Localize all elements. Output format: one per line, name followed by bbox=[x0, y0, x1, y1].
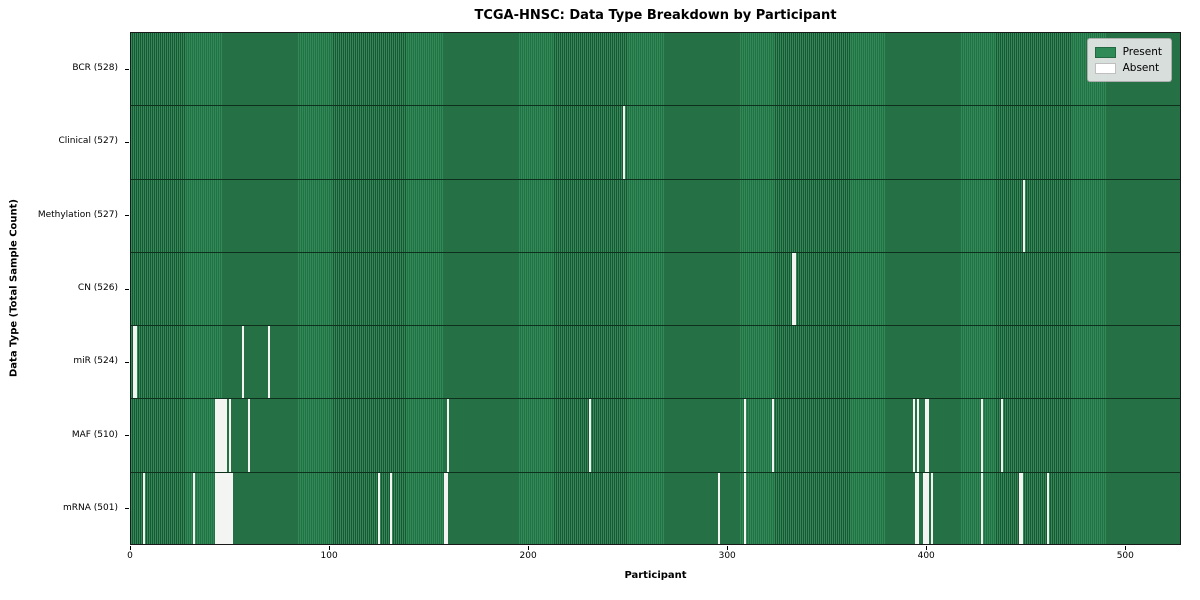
absent-stripe bbox=[622, 106, 625, 179]
legend-label-absent: Absent bbox=[1122, 62, 1160, 74]
x-tick-label-500: 500 bbox=[1116, 551, 1134, 561]
legend-label-present: Present bbox=[1122, 46, 1162, 58]
absent-stripe bbox=[132, 326, 135, 399]
absent-stripe bbox=[377, 472, 380, 544]
y-tick-label-bcr: BCR (528) bbox=[72, 63, 118, 74]
heatmap-row-mrna bbox=[131, 472, 1180, 544]
heatmap-row-maf bbox=[131, 399, 1180, 473]
absent-stripe bbox=[980, 472, 983, 544]
y-tick-label-cn: CN (526) bbox=[77, 283, 118, 293]
absent-stripe bbox=[1000, 399, 1003, 472]
legend-entry-present: Present bbox=[1094, 44, 1162, 60]
absent-stripe bbox=[927, 399, 930, 472]
absent-stripe bbox=[917, 399, 920, 472]
absent-stripe bbox=[268, 326, 271, 399]
absent-stripe bbox=[793, 252, 796, 326]
present-swatch bbox=[1094, 46, 1116, 58]
heatmap-row-mir bbox=[131, 326, 1180, 400]
absent-stripe bbox=[248, 399, 251, 472]
absent-stripe bbox=[980, 399, 983, 472]
heatmap-row-clinical bbox=[131, 106, 1180, 180]
absent-stripe bbox=[927, 472, 930, 544]
heatmap-row-cn bbox=[131, 252, 1180, 327]
legend: Present Absent bbox=[1086, 38, 1172, 82]
x-tick-label-300: 300 bbox=[718, 551, 736, 561]
absent-stripe bbox=[771, 399, 774, 472]
y-tick-label-methylation: Methylation (527) bbox=[37, 209, 118, 220]
y-tick-mark bbox=[125, 362, 129, 363]
x-tick-mark bbox=[727, 546, 729, 550]
absent-stripe bbox=[218, 399, 221, 472]
absent-stripe bbox=[220, 399, 223, 472]
absent-stripe bbox=[1046, 472, 1049, 544]
absent-stripe bbox=[925, 399, 928, 472]
absent-stripe bbox=[588, 399, 591, 472]
absent-stripe bbox=[447, 399, 450, 472]
absent-stripe bbox=[214, 472, 217, 544]
absent-stripe bbox=[925, 472, 928, 544]
absent-stripe bbox=[216, 399, 219, 472]
heatmap-row-methylation bbox=[131, 179, 1180, 253]
absent-swatch bbox=[1094, 62, 1116, 74]
y-tick-label-mrna: mRNA (501) bbox=[63, 502, 118, 513]
y-tick-mark bbox=[125, 508, 129, 509]
absent-stripe bbox=[744, 472, 747, 544]
heatmap-plot-area: Present Absent bbox=[130, 32, 1181, 545]
absent-stripe bbox=[142, 472, 145, 544]
absent-stripe bbox=[915, 472, 918, 544]
absent-stripe bbox=[1018, 472, 1021, 544]
absent-stripe bbox=[192, 472, 195, 544]
x-tick-label-100: 100 bbox=[320, 551, 338, 561]
legend-entry-absent: Absent bbox=[1094, 60, 1162, 76]
absent-stripe bbox=[443, 472, 446, 544]
y-tick-mark bbox=[125, 69, 129, 70]
absent-stripe bbox=[917, 472, 920, 544]
absent-stripe bbox=[242, 326, 245, 399]
absent-stripe bbox=[218, 472, 221, 544]
absent-stripe bbox=[389, 472, 392, 544]
absent-stripe bbox=[224, 472, 227, 544]
y-tick-label-mir: miR (524) bbox=[73, 356, 118, 367]
absent-stripe bbox=[923, 472, 926, 544]
absent-stripe bbox=[228, 472, 231, 544]
absent-stripe bbox=[931, 472, 934, 544]
x-tick-mark bbox=[329, 546, 331, 550]
y-tick-mark bbox=[125, 289, 129, 290]
x-tick-mark bbox=[528, 546, 530, 550]
y-tick-mark bbox=[125, 142, 129, 143]
y-tick-mark bbox=[125, 435, 129, 436]
y-tick-label-maf: MAF (510) bbox=[71, 429, 118, 440]
x-tick-mark bbox=[130, 546, 131, 550]
chart-title: TCGA-HNSC: Data Type Breakdown by Partic… bbox=[474, 8, 837, 23]
absent-stripe bbox=[214, 399, 217, 472]
y-tick-mark bbox=[125, 215, 129, 216]
y-tick-label-clinical: Clinical (527) bbox=[58, 136, 118, 147]
absent-stripe bbox=[226, 472, 229, 544]
absent-stripe bbox=[445, 472, 448, 544]
x-axis-title: Participant bbox=[624, 570, 687, 581]
absent-stripe bbox=[134, 326, 137, 399]
absent-stripe bbox=[1020, 472, 1023, 544]
absent-stripe bbox=[222, 399, 225, 472]
x-tick-label-0: 0 bbox=[127, 551, 133, 561]
absent-stripe bbox=[913, 399, 916, 472]
absent-stripe bbox=[222, 472, 225, 544]
x-tick-label-400: 400 bbox=[917, 551, 935, 561]
absent-stripe bbox=[791, 252, 794, 326]
absent-stripe bbox=[718, 472, 721, 544]
absent-stripe bbox=[220, 472, 223, 544]
absent-stripe bbox=[230, 472, 233, 544]
absent-stripe bbox=[1022, 179, 1025, 252]
absent-stripe bbox=[224, 399, 227, 472]
absent-stripe bbox=[228, 399, 231, 472]
absent-stripe bbox=[216, 472, 219, 544]
heatmap-row-bcr bbox=[131, 33, 1180, 107]
x-tick-mark bbox=[926, 546, 928, 550]
x-tick-label-200: 200 bbox=[519, 551, 537, 561]
x-tick-mark bbox=[1125, 546, 1127, 550]
absent-stripe bbox=[744, 399, 747, 472]
